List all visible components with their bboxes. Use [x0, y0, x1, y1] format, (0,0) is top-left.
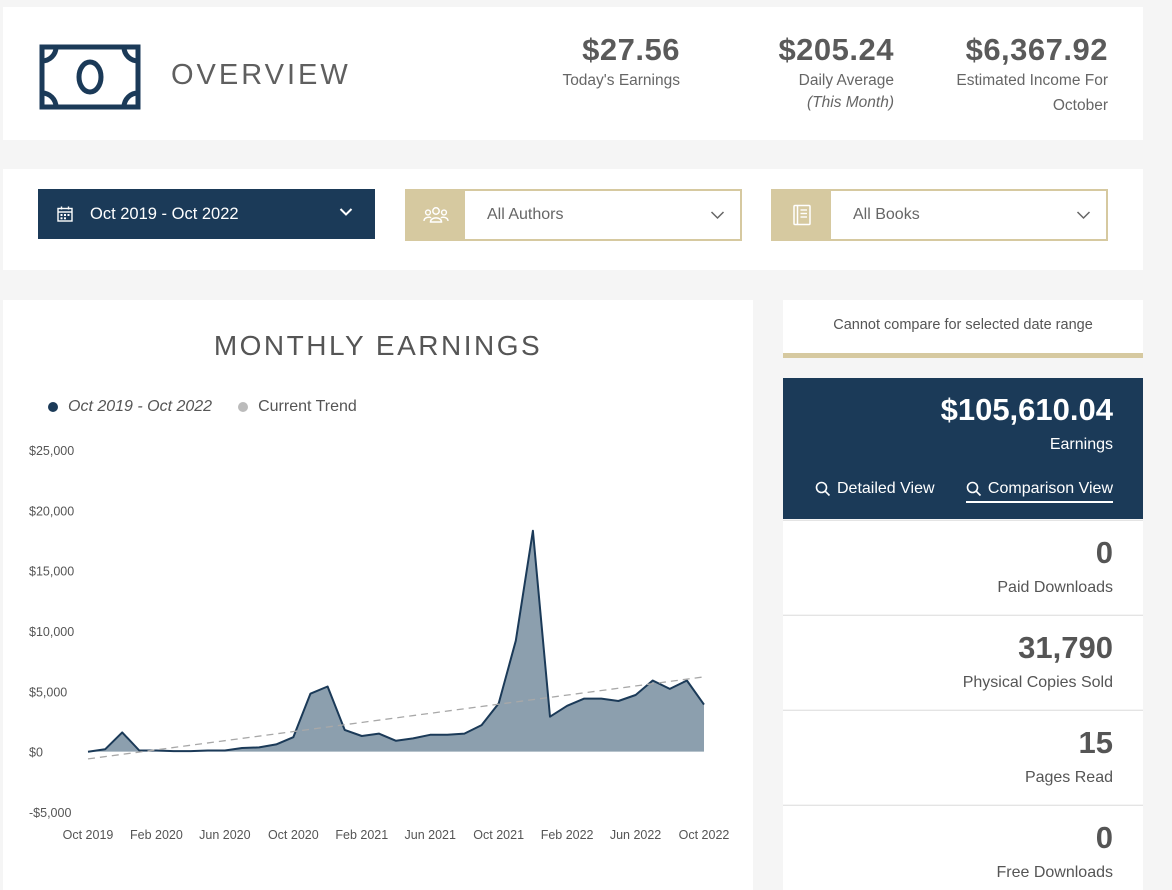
overview-header: OVERVIEW $27.56 Today's Earnings $205.24…: [3, 7, 1143, 140]
chart-legend: Oct 2019 - Oct 2022 Current Trend: [48, 398, 383, 416]
y-tick-label: $5,000: [29, 685, 67, 699]
legend-label: Oct 2019 - Oct 2022: [68, 398, 213, 415]
compare-note: Cannot compare for selected date range: [783, 300, 1143, 358]
legend-dot: [48, 402, 58, 412]
legend-item-range[interactable]: Oct 2019 - Oct 2022: [48, 398, 212, 416]
earnings-area: [88, 530, 704, 752]
comparison-view-link[interactable]: Comparison View: [965, 480, 1113, 503]
trend-line: [87, 676, 705, 760]
money-bill-icon: [39, 44, 141, 110]
earnings-line: [87, 529, 705, 753]
stat-label: Today's Earnings: [562, 72, 680, 89]
legend-dot: [238, 402, 249, 412]
authors-select-value: All Authors: [487, 206, 564, 223]
y-tick-label: $10,000: [29, 625, 74, 639]
compare-note-text: Cannot compare for selected date range: [833, 317, 1093, 333]
x-tick-label: Feb 2022: [541, 828, 594, 842]
metric-value: 0: [1095, 820, 1113, 855]
comparison-view-label: Comparison View: [987, 480, 1113, 497]
chevron-down-icon: [710, 211, 725, 220]
stat-value: $27.56: [582, 32, 680, 67]
metric-label: Physical Copies Sold: [962, 674, 1113, 691]
metric-label: Pages Read: [1024, 769, 1113, 786]
x-tick-label: Feb 2021: [335, 828, 388, 842]
filters-bar: Oct 2019 - Oct 2022 All Authors: [3, 169, 1143, 270]
authors-select[interactable]: All Authors: [405, 189, 742, 241]
authors-icon-box: [407, 191, 465, 239]
detailed-view-link[interactable]: Detailed View: [815, 480, 935, 498]
date-range-value: Oct 2019 - Oct 2022: [90, 204, 239, 223]
stat-todays-earnings: $27.56 Today's Earnings: [480, 32, 680, 93]
metric-free-downloads: 0 Free Downloads: [783, 805, 1143, 890]
earnings-summary: $105,610.04 Earnings Detailed View Compa…: [783, 378, 1143, 519]
metric-value: 31,790: [1018, 630, 1113, 665]
calendar-icon: [57, 206, 73, 222]
metric-physical-copies: 31,790 Physical Copies Sold: [783, 615, 1143, 709]
stat-value: $6,367.92: [965, 32, 1108, 67]
x-tick-label: Oct 2019: [63, 828, 114, 842]
x-tick-label: Jun 2020: [199, 828, 250, 842]
date-range-select[interactable]: Oct 2019 - Oct 2022: [38, 189, 375, 239]
books-select[interactable]: All Books: [771, 189, 1108, 241]
stat-daily-average: $205.24 Daily Average (This Month): [694, 32, 894, 113]
monthly-earnings-card: MONTHLY EARNINGS Oct 2019 - Oct 2022 Cur…: [3, 300, 753, 890]
y-tick-label: -$5,000: [29, 806, 71, 820]
stat-label: Daily Average: [798, 72, 894, 89]
x-tick-label: Jun 2022: [610, 828, 661, 842]
books-select-value: All Books: [853, 206, 920, 223]
earnings-value: $105,610.04: [940, 392, 1113, 427]
stat-estimated-income: $6,367.92 Estimated Income For October: [908, 32, 1108, 118]
users-icon: [423, 207, 449, 223]
earnings-label: Earnings: [1049, 436, 1113, 453]
search-icon: [815, 481, 831, 497]
page-title: OVERVIEW: [171, 59, 351, 91]
y-tick-label: $15,000: [29, 565, 74, 579]
metric-pages-read: 15 Pages Read: [783, 710, 1143, 804]
stat-sublabel: October: [1052, 97, 1108, 114]
legend-label: Current Trend: [258, 398, 357, 415]
earnings-area-chart: $25,000 $20,000 $15,000 $10,000 $5,000 $0 -$5,…: [29, 444, 730, 842]
chevron-down-icon: [1076, 211, 1091, 220]
metric-value: 15: [1078, 725, 1113, 760]
y-tick-label: $0: [29, 746, 43, 760]
metric-label: Free Downloads: [996, 864, 1114, 881]
legend-item-trend[interactable]: Current Trend: [238, 398, 357, 416]
metric-label: Paid Downloads: [997, 579, 1113, 596]
y-tick-label: $25,000: [29, 444, 74, 458]
chart-title: MONTHLY EARNINGS: [213, 330, 543, 361]
stat-sublabel: (This Month): [807, 94, 894, 111]
x-tick-label: Feb 2020: [130, 828, 183, 842]
stat-label: Estimated Income For: [956, 72, 1108, 89]
x-tick-label: Oct 2020: [268, 828, 319, 842]
x-tick-label: Oct 2021: [473, 828, 524, 842]
y-tick-label: $20,000: [29, 504, 74, 518]
search-icon: [966, 481, 981, 497]
book-icon: [793, 204, 811, 226]
x-tick-label: Jun 2021: [405, 828, 456, 842]
stat-value: $205.24: [778, 32, 894, 67]
x-tick-label: Oct 2022: [679, 828, 730, 842]
chevron-down-icon: [339, 208, 353, 216]
metric-value: 0: [1095, 535, 1113, 570]
detailed-view-label: Detailed View: [837, 480, 935, 497]
metric-paid-downloads: 0 Paid Downloads: [783, 520, 1143, 614]
books-icon-box: [773, 191, 831, 239]
